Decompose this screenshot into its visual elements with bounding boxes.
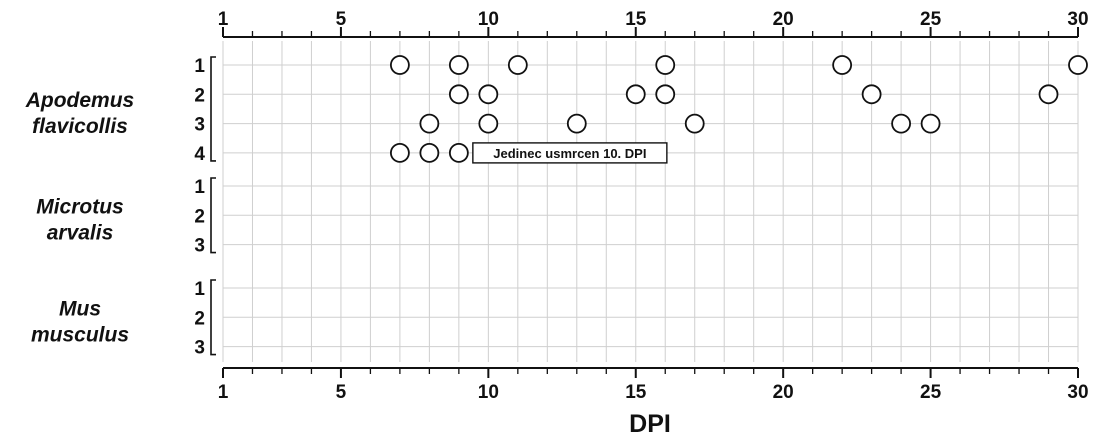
group-bracket (210, 177, 216, 254)
group-bracket (210, 56, 216, 162)
species-label: Mus (59, 297, 101, 320)
data-point (389, 142, 410, 163)
data-point (1038, 84, 1059, 105)
group-bracket (210, 279, 216, 356)
data-point (566, 113, 587, 134)
data-point (419, 113, 440, 134)
data-point (448, 55, 469, 75)
data-point (448, 142, 469, 163)
row-label: 3 (194, 236, 205, 257)
top-tick-label: 20 (773, 9, 794, 30)
row-label: 1 (194, 177, 205, 198)
species-label: flavicollis (32, 115, 128, 138)
grid-layer (222, 41, 1079, 362)
top-tick-label: 5 (336, 9, 347, 30)
row-label: 2 (194, 206, 205, 227)
top-tick-label: 30 (1067, 9, 1088, 30)
axes-layer (210, 27, 1079, 378)
top-tick-label: 10 (478, 9, 499, 30)
bottom-tick-label: 10 (478, 382, 499, 403)
bottom-tick-label: 20 (773, 382, 794, 403)
data-point (891, 113, 912, 134)
species-label: musculus (31, 323, 129, 346)
row-label: 2 (194, 308, 205, 329)
top-tick-label: 15 (625, 9, 647, 30)
row-label: 4 (194, 144, 205, 165)
data-point (478, 113, 499, 134)
species-label: Apodemus (25, 89, 135, 112)
row-label: 2 (194, 85, 205, 106)
row-label: 1 (194, 279, 205, 300)
top-tick-label: 1 (218, 9, 229, 30)
row-label: 3 (194, 338, 205, 359)
bottom-tick-label: 25 (920, 382, 942, 403)
x-axis-title: DPI (629, 410, 671, 438)
bottom-tick-label: 15 (625, 382, 647, 403)
data-point (655, 84, 676, 105)
data-point (920, 113, 941, 134)
data-point (478, 84, 499, 105)
annotation-text: Jedinec usmrcen 10. DPI (493, 146, 646, 161)
species-label: Microtus (36, 195, 124, 218)
data-point (625, 84, 646, 105)
data-point (389, 55, 410, 75)
annotation-box (472, 142, 668, 164)
data-point (507, 55, 528, 75)
data-point (655, 55, 676, 75)
row-label: 1 (194, 56, 205, 77)
top-tick-label: 25 (920, 9, 942, 30)
data-point (1068, 55, 1088, 75)
bottom-tick-label: 30 (1067, 382, 1088, 403)
data-point (419, 142, 440, 163)
row-label: 3 (194, 115, 205, 136)
bottom-tick-label: 1 (218, 382, 229, 403)
data-point (448, 84, 469, 105)
data-point (861, 84, 882, 105)
data-point (684, 113, 705, 134)
species-label: arvalis (47, 221, 114, 244)
labels-layer: 1 2 3 4 Apodemus flavicollis 1 2 3 Microtus arvali… (25, 9, 1089, 403)
data-point (832, 55, 853, 75)
marks-layer: Jedinec usmrcen 10. DPI (389, 55, 1088, 164)
bottom-tick-label: 5 (336, 382, 347, 403)
